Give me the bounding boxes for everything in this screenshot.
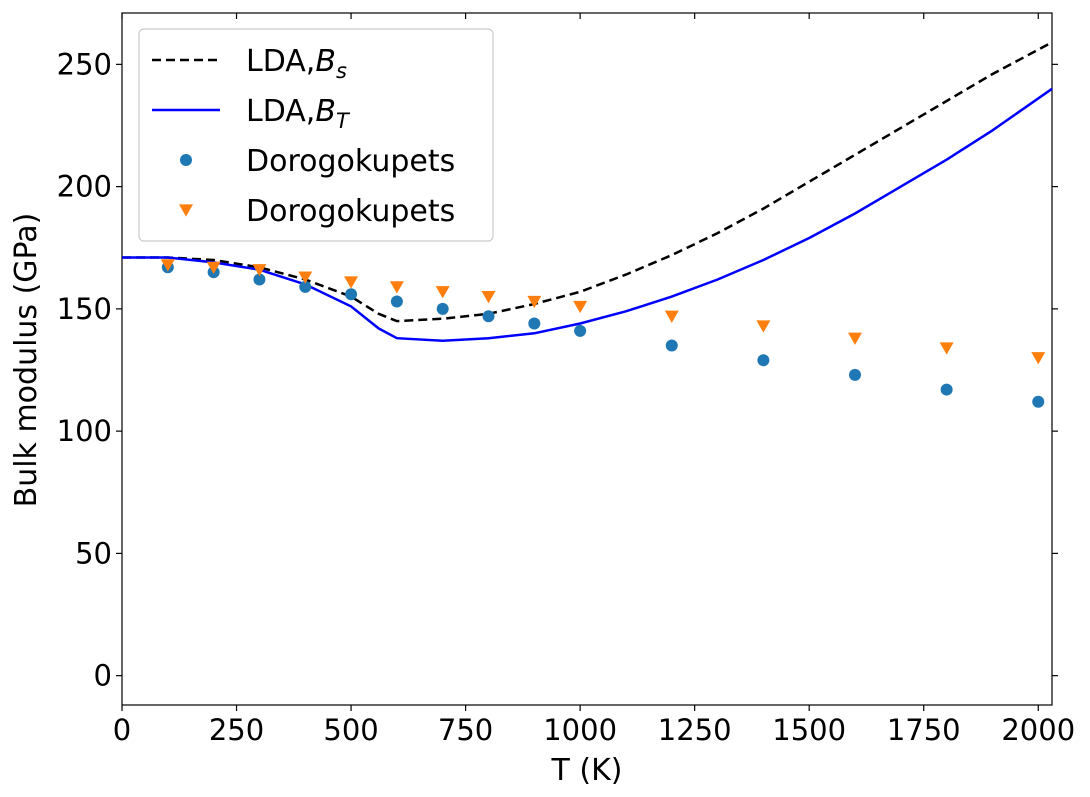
y-tick-label: 100 <box>57 414 112 448</box>
axes-ticks: 0 250 500 750 1000 1250 1500 1750 2000 0 50 100 150 2… <box>57 13 1075 747</box>
y-tick-label: 50 <box>75 536 112 570</box>
data-point-triangle <box>939 342 954 355</box>
x-tick-label: 1750 <box>887 713 961 747</box>
data-point-circle <box>299 280 312 293</box>
x-tick-label: 750 <box>438 713 493 747</box>
x-tick-label: 1000 <box>543 713 617 747</box>
data-point-triangle <box>756 320 771 333</box>
x-tick-label: 1250 <box>658 713 732 747</box>
legend-label-sub: T <box>336 109 351 133</box>
series-line-0 <box>122 41 1053 323</box>
y-tick-label: 0 <box>94 659 112 693</box>
x-axis-title: T (K) <box>551 753 623 788</box>
data-point-circle <box>940 383 953 396</box>
data-point-triangle <box>481 291 496 304</box>
legend-label-3: Dorogokupets <box>246 194 455 229</box>
legend-label-main: LDA, <box>246 44 315 79</box>
legend-label-2: Dorogokupets <box>246 144 455 179</box>
x-tick-label: 500 <box>323 713 378 747</box>
data-point-circle <box>436 302 449 315</box>
data-point-circle <box>482 310 495 323</box>
data-point-circle <box>665 339 678 352</box>
data-point-triangle <box>527 295 542 309</box>
data-point-triangle <box>252 264 267 277</box>
legend-label-var: B <box>315 44 336 79</box>
data-point-circle <box>253 273 266 286</box>
y-tick-label: 250 <box>57 47 112 81</box>
legend-marker-triangle <box>179 204 193 217</box>
y-tick-label: 200 <box>57 170 112 204</box>
x-tick-label: 1500 <box>772 713 846 747</box>
data-point-triangle <box>848 332 863 345</box>
data-point-triangle <box>1031 352 1046 365</box>
y-tick-label: 150 <box>57 292 112 326</box>
data-point-circle <box>849 368 862 381</box>
data-point-triangle <box>344 276 359 289</box>
x-tick-label: 0 <box>113 713 131 747</box>
legend-label-main: LDA, <box>246 94 315 129</box>
data-point-triangle <box>389 281 404 294</box>
data-point-triangle <box>435 286 450 299</box>
legend-label-sub: s <box>336 59 347 83</box>
x-tick-label: 250 <box>209 713 264 747</box>
legend-marker-circle <box>180 154 192 166</box>
data-point-circle <box>574 324 587 337</box>
data-point-circle <box>528 317 541 330</box>
legend-label-1: LDA,BT <box>246 94 351 133</box>
data-point-triangle <box>160 259 175 272</box>
legend-box <box>138 28 494 242</box>
data-point-triangle <box>206 261 221 274</box>
series-line-1 <box>122 87 1053 342</box>
data-point-triangle <box>298 271 313 284</box>
data-point-circle <box>1032 395 1045 408</box>
legend-label-var: B <box>315 94 336 129</box>
series-layer <box>122 41 1053 408</box>
y-axis-title: Bulk modulus (GPa) <box>9 213 44 508</box>
data-point-circle <box>345 288 358 301</box>
data-point-triangle <box>573 300 588 314</box>
data-point-circle <box>757 354 770 367</box>
data-point-circle <box>390 295 403 308</box>
legend-label-0: LDA,Bs <box>246 44 347 83</box>
data-point-triangle <box>664 310 679 323</box>
x-tick-label: 2000 <box>1001 713 1075 747</box>
